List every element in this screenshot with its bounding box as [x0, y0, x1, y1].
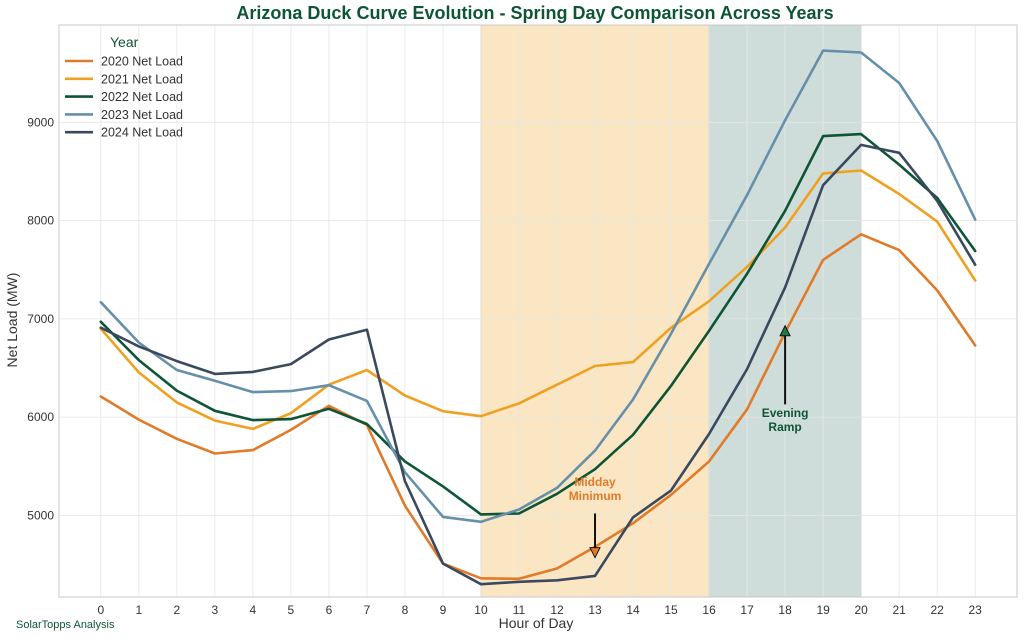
y-axis-label: Net Load (MW)	[4, 273, 20, 368]
series-line-2024	[99, 143, 977, 586]
annotation-arrow-head	[779, 324, 791, 337]
x-tick-label: 2	[174, 603, 181, 617]
x-tick-label: 7	[364, 603, 371, 617]
legend-title: Year	[110, 34, 139, 50]
x-tick-label: 6	[326, 603, 333, 617]
x-tick-label: 17	[740, 603, 754, 617]
grid-lines	[59, 25, 1017, 597]
x-tick-label: 22	[930, 603, 944, 617]
x-axis-ticks: 0 1 2 3 4 5 6 7 8 9 10 11 12 13 14 15 16 17 18 19 20 21 22 23	[97, 603, 982, 617]
x-tick-label: 18	[778, 603, 792, 617]
x-tick-label: 8	[402, 603, 409, 617]
x-axis-label: Hour of Day	[499, 615, 574, 631]
x-tick-label: 10	[474, 603, 488, 617]
series-line-2022	[99, 132, 977, 516]
footer-credit: SolarTopps Analysis	[16, 619, 115, 631]
annotation-label: Midday Minimum	[569, 475, 622, 503]
x-tick-label: 23	[969, 603, 983, 617]
legend-entry: 2021 Net Load	[101, 72, 183, 86]
annotation-arrow-head	[589, 547, 601, 559]
legend-entry: 2023 Net Load	[101, 108, 183, 122]
x-tick-label: 20	[854, 603, 868, 617]
y-axis-ticks: 5000 6000 7000 8000 9000	[27, 115, 54, 522]
x-tick-label: 12	[550, 603, 564, 617]
y-tick-label: 9000	[27, 115, 54, 129]
series-line-2020	[99, 233, 977, 581]
legend-entry: 2024 Net Load	[101, 126, 183, 140]
x-tick-label: 19	[816, 603, 830, 617]
x-tick-label: 21	[892, 603, 906, 617]
x-tick-label: 0	[97, 603, 104, 617]
x-tick-label: 11	[513, 603, 526, 617]
chart-title: Arizona Duck Curve Evolution - Spring Da…	[236, 3, 833, 23]
x-tick-label: 16	[702, 603, 716, 617]
legend: Year 2020 Net Load 2021 Net Load 2022 Net …	[65, 34, 183, 140]
y-tick-label: 8000	[27, 214, 54, 228]
plot-frame	[58, 24, 1018, 598]
series-lines	[99, 49, 977, 586]
x-tick-label: 3	[212, 603, 219, 617]
legend-entry: 2022 Net Load	[101, 90, 183, 104]
x-tick-label: 15	[664, 603, 678, 617]
y-tick-label: 6000	[27, 410, 54, 424]
series-line-2021	[99, 169, 977, 431]
x-tick-label: 14	[626, 603, 640, 617]
x-tick-label: 9	[440, 603, 447, 617]
annotations: Midday Minimum Evening Ramp	[569, 324, 809, 559]
y-tick-label: 5000	[27, 508, 54, 522]
x-tick-label: 4	[250, 603, 257, 617]
series-line-2023	[99, 49, 977, 524]
legend-entry: 2020 Net Load	[101, 55, 183, 69]
y-tick-label: 7000	[27, 312, 54, 326]
annotation-label: Evening Ramp	[762, 406, 809, 434]
x-tick-label: 1	[135, 603, 142, 617]
x-tick-label: 5	[288, 603, 295, 617]
x-tick-label: 13	[588, 603, 602, 617]
